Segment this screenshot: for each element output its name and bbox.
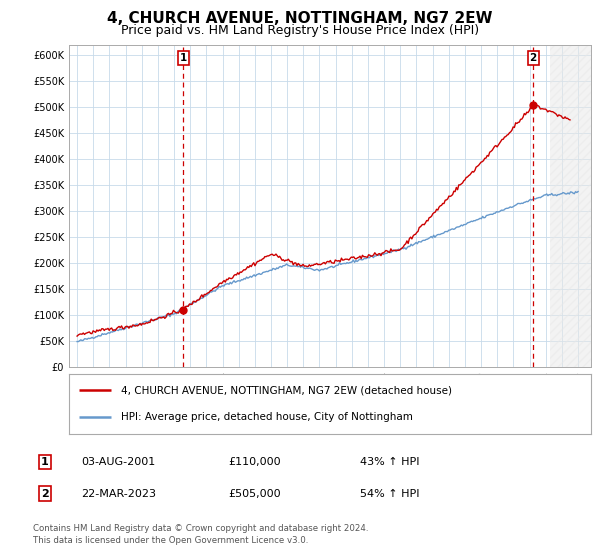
Text: 4, CHURCH AVENUE, NOTTINGHAM, NG7 2EW (detached house): 4, CHURCH AVENUE, NOTTINGHAM, NG7 2EW (d… bbox=[121, 385, 452, 395]
Text: 1: 1 bbox=[180, 53, 187, 63]
Text: 2: 2 bbox=[530, 53, 537, 63]
Text: 03-AUG-2001: 03-AUG-2001 bbox=[81, 457, 155, 467]
Text: 43% ↑ HPI: 43% ↑ HPI bbox=[360, 457, 419, 467]
Text: 54% ↑ HPI: 54% ↑ HPI bbox=[360, 489, 419, 499]
Text: 1: 1 bbox=[41, 457, 49, 467]
Text: 22-MAR-2023: 22-MAR-2023 bbox=[81, 489, 156, 499]
Text: This data is licensed under the Open Government Licence v3.0.: This data is licensed under the Open Gov… bbox=[33, 536, 308, 545]
Text: 4, CHURCH AVENUE, NOTTINGHAM, NG7 2EW: 4, CHURCH AVENUE, NOTTINGHAM, NG7 2EW bbox=[107, 11, 493, 26]
Text: £505,000: £505,000 bbox=[228, 489, 281, 499]
Text: Price paid vs. HM Land Registry's House Price Index (HPI): Price paid vs. HM Land Registry's House … bbox=[121, 24, 479, 37]
Text: 2: 2 bbox=[41, 489, 49, 499]
Text: £110,000: £110,000 bbox=[228, 457, 281, 467]
Text: HPI: Average price, detached house, City of Nottingham: HPI: Average price, detached house, City… bbox=[121, 412, 413, 422]
Text: Contains HM Land Registry data © Crown copyright and database right 2024.: Contains HM Land Registry data © Crown c… bbox=[33, 524, 368, 533]
